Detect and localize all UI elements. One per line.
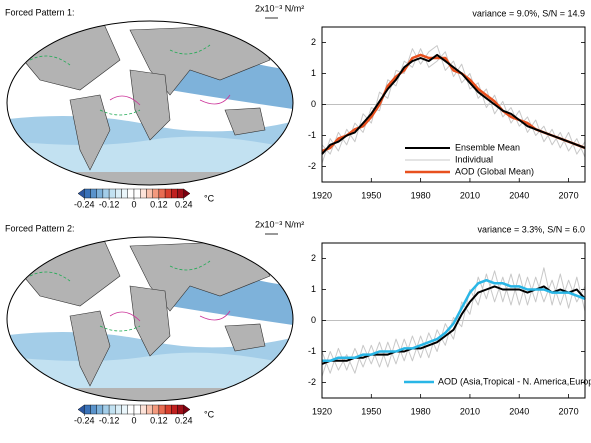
colorbar-cell xyxy=(96,188,104,199)
vector-ref-label: 2x10⁻³ N/m² xyxy=(255,219,304,229)
colorbar-cell xyxy=(121,188,128,199)
y-tick-label: 0 xyxy=(311,99,316,109)
panel-label: Forced Pattern 2: xyxy=(5,223,75,233)
colorbar-cell xyxy=(146,404,153,415)
x-tick-label: 1980 xyxy=(411,190,431,200)
y-tick-label: 1 xyxy=(311,68,316,78)
x-tick-label: 2070 xyxy=(559,406,579,416)
x-tick-label: 1950 xyxy=(361,406,381,416)
y-tick-label: 2 xyxy=(311,37,316,47)
map xyxy=(0,15,300,185)
colorbar-cell xyxy=(177,188,184,199)
x-tick-label: 2040 xyxy=(509,406,529,416)
colorbar-cell xyxy=(140,188,147,199)
y-tick-label: -2 xyxy=(308,377,316,387)
y-tick-label: 1 xyxy=(311,284,316,294)
y-tick-label: 2 xyxy=(311,253,316,263)
colorbar-cell xyxy=(127,188,135,199)
series-line xyxy=(321,53,586,153)
colorbar-tick-label: -0.12 xyxy=(99,415,120,425)
colorbar-units: °C xyxy=(204,409,215,419)
chart-title: variance = 3.3%, S/N = 6.0 xyxy=(477,224,585,234)
colorbar-cell xyxy=(140,404,147,415)
colorbar-cell xyxy=(115,404,122,415)
colorbar-cell xyxy=(152,188,160,199)
colorbar-tick-label: -0.12 xyxy=(99,199,120,209)
colorbar-tick-label: -0.24 xyxy=(74,199,95,209)
series-line xyxy=(321,48,586,158)
x-tick-label: 2070 xyxy=(559,190,579,200)
legend-label: AOD (Global Mean) xyxy=(455,166,534,176)
colorbar-cell xyxy=(177,404,184,415)
colorbar-tick-label: 0 xyxy=(131,199,136,209)
series-line xyxy=(321,45,586,164)
x-tick-label: 1920 xyxy=(312,406,332,416)
colorbar-units: °C xyxy=(204,193,215,203)
colorbar-tick-label: 0.12 xyxy=(150,415,168,425)
x-tick-label: 1980 xyxy=(411,406,431,416)
colorbar-cell xyxy=(77,404,85,415)
x-tick-label: 1950 xyxy=(361,190,381,200)
colorbar-cell xyxy=(127,404,135,415)
colorbar-cell xyxy=(158,404,166,415)
map-panel: Forced Pattern 1: 2x10⁻³ N/m² -0.24 -0.12 0 0… xyxy=(0,3,304,209)
colorbar-cell xyxy=(115,188,122,199)
panel-label: Forced Pattern 1: xyxy=(5,7,75,17)
colorbar-cell xyxy=(171,404,178,415)
colorbar-cell xyxy=(102,188,110,199)
colorbar-cell xyxy=(102,404,110,415)
y-tick-label: -1 xyxy=(308,130,316,140)
vector-ref-label: 2x10⁻³ N/m² xyxy=(255,3,304,13)
colorbar-cell xyxy=(84,404,91,415)
series-line xyxy=(322,278,586,363)
colorbar-cell xyxy=(133,188,141,199)
legend-label: Individual xyxy=(455,154,493,164)
colorbar-tick-label: 0 xyxy=(131,415,136,425)
colorbar-cell xyxy=(164,404,172,415)
legend-label: Ensemble Mean xyxy=(455,142,520,152)
colorbar-tick-label: 0.24 xyxy=(175,415,193,425)
series-line xyxy=(321,53,586,155)
colorbar-cell xyxy=(77,188,85,199)
colorbar-cell xyxy=(183,188,191,199)
colorbar-tick-label: 0.24 xyxy=(175,199,193,209)
colorbar-cell xyxy=(96,404,104,415)
colorbar-cell xyxy=(133,404,141,415)
map-panel: Forced Pattern 2: 2x10⁻³ N/m² -0.24 -0.12 0 0… xyxy=(0,219,304,425)
colorbar-cell xyxy=(152,404,160,415)
y-tick-label: 0 xyxy=(311,315,316,325)
colorbar-tick-label: -0.24 xyxy=(74,415,95,425)
x-tick-label: 2010 xyxy=(460,190,480,200)
colorbar-cell xyxy=(183,404,191,415)
series-line xyxy=(321,267,586,377)
series-line xyxy=(321,285,586,365)
y-tick-label: -2 xyxy=(308,161,316,171)
x-tick-label: 1920 xyxy=(312,190,332,200)
legend-label: AOD (Asia,Tropical - N. America,Europe) xyxy=(438,376,591,386)
series-line xyxy=(321,273,586,374)
colorbar-cell xyxy=(146,188,153,199)
colorbar-cell xyxy=(164,188,172,199)
colorbar-cell xyxy=(90,188,97,199)
x-tick-label: 2040 xyxy=(509,190,529,200)
colorbar-tick-label: 0.12 xyxy=(150,199,168,209)
colorbar-cell xyxy=(158,188,166,199)
colorbar-cell xyxy=(121,404,128,415)
colorbar-cell xyxy=(171,188,178,199)
colorbar-cell xyxy=(108,188,116,199)
y-tick-label: -1 xyxy=(308,346,316,356)
colorbar-cell xyxy=(84,188,91,199)
chart-title: variance = 9.0%, S/N = 14.9 xyxy=(472,8,585,18)
colorbar-cell xyxy=(90,404,97,415)
x-tick-label: 2010 xyxy=(460,406,480,416)
map xyxy=(0,231,300,401)
colorbar-cell xyxy=(108,404,116,415)
